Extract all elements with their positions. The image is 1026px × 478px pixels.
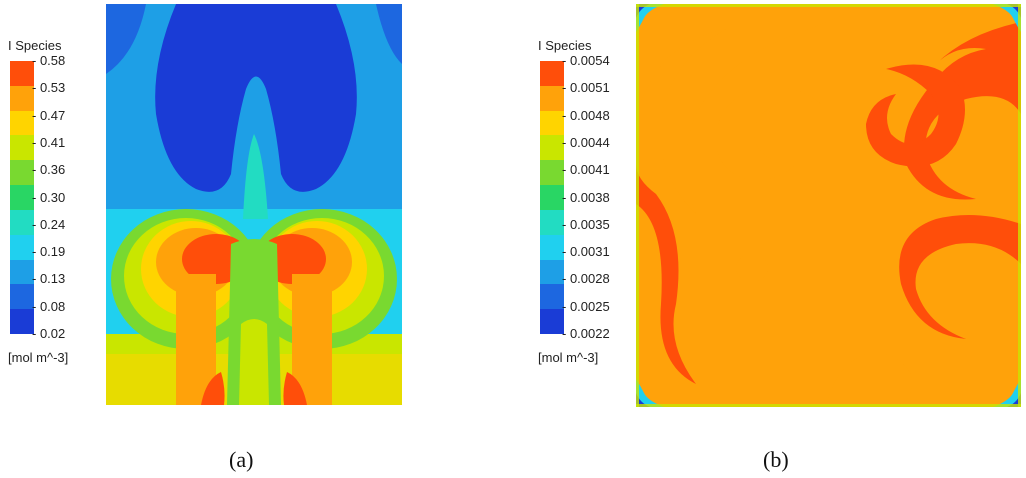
colorbar-tick-label: - 0.0048 [562, 107, 610, 123]
b-edge-right [1018, 4, 1021, 407]
colorbar-tick-label: - 0.0022 [562, 326, 610, 341]
colorbar-b-bar [540, 61, 564, 334]
colorbar-tick-label: - 0.02 [32, 326, 66, 341]
colorbar-band [540, 284, 564, 310]
colorbar-tick-label: - 0.24 [32, 216, 66, 232]
colorbar-a-unit: [mol m^-3] [8, 350, 69, 365]
b-edge-top [636, 4, 1021, 7]
colorbar-band [540, 61, 564, 86]
colorbar-band [540, 185, 564, 210]
colorbar-band [10, 160, 34, 186]
colorbar-band [10, 234, 34, 260]
a-right-bottom-spot [283, 372, 307, 405]
colorbar-band [540, 160, 564, 186]
colorbar-band [10, 135, 34, 161]
b-bottom-right-swirl [826, 353, 912, 407]
colorbar-tick-label: - 0.0038 [562, 189, 610, 205]
colorbar-tick-label: - 0.0041 [562, 162, 610, 178]
caption-b: (b) [763, 447, 789, 472]
a-plume [155, 4, 357, 192]
colorbar-tick-label: - 0.0044 [562, 134, 610, 150]
b-bottom-tongue [786, 304, 826, 407]
colorbar-band [10, 185, 34, 210]
colorbar-a-bar [10, 61, 34, 334]
colorbar-band [10, 85, 34, 111]
colorbar-tick-label: - 0.19 [32, 244, 66, 260]
colorbar-tick-label: - 0.0054 [562, 53, 610, 68]
colorbar-band [540, 209, 564, 235]
colorbar-band [10, 61, 34, 86]
colorbar-band [540, 110, 564, 136]
a-center-gap-2 [239, 319, 269, 405]
colorbar-band [540, 234, 564, 260]
colorbar-tick-label: - 0.47 [32, 107, 66, 123]
colorbar-tick-label: - 0.13 [32, 271, 66, 287]
b-corner-bl [636, 379, 664, 407]
colorbar-tick-label: - 0.08 [32, 298, 66, 314]
colorbar-band [540, 309, 564, 334]
colorbar-tick-label: - 0.30 [32, 189, 66, 205]
b-corner-tl [636, 4, 664, 32]
colorbar-band [10, 309, 34, 334]
b-swirl-left [715, 87, 821, 180]
colorbar-tick-label: - 0.58 [32, 53, 66, 68]
heatmap-b [636, 4, 1021, 407]
colorbar-band [540, 135, 564, 161]
colorbar-b-unit: [mol m^-3] [538, 350, 599, 365]
b-corner-br [993, 379, 1021, 407]
colorbar-tick-label: - 0.0031 [562, 244, 610, 260]
b-swirl-right-inner [866, 64, 965, 167]
colorbar-band [10, 259, 34, 285]
caption-a: (a) [229, 447, 254, 472]
b-edge-left [636, 4, 639, 407]
b-corner-bl-core [636, 393, 650, 407]
colorbar-tick-label: - 0.0035 [562, 216, 610, 232]
a-corner-right [376, 4, 402, 64]
colorbar-tick-label: - 0.53 [32, 80, 66, 96]
heatmap-a [106, 4, 402, 405]
b-corner-tr [993, 4, 1021, 32]
colorbar-band [10, 284, 34, 310]
b-corner-tl-core [636, 4, 650, 18]
colorbar-tick-label: - 0.0028 [562, 271, 610, 287]
colorbar-band [540, 85, 564, 111]
colorbar-tick-label: - 0.41 [32, 134, 66, 150]
a-center-column [243, 134, 268, 219]
colorbar-tick-label: - 0.0051 [562, 80, 610, 96]
colorbar-b-title: I Species [538, 38, 592, 53]
colorbar-tick-label: - 0.36 [32, 162, 66, 178]
b-orange-top-left [636, 4, 866, 214]
colorbar-band [540, 259, 564, 285]
b-corner-tr-core [1007, 4, 1021, 18]
a-corner-left [106, 4, 146, 74]
b-small-spot [736, 254, 768, 282]
b-edge-bottom [636, 404, 1021, 407]
colorbar-tick-label: - 0.0025 [562, 298, 610, 314]
a-left-bottom-spot [201, 372, 225, 405]
colorbar-a-title: I Species [8, 38, 62, 53]
colorbar-band [10, 110, 34, 136]
colorbar-band [10, 209, 34, 235]
b-corner-br-core [1007, 393, 1021, 407]
